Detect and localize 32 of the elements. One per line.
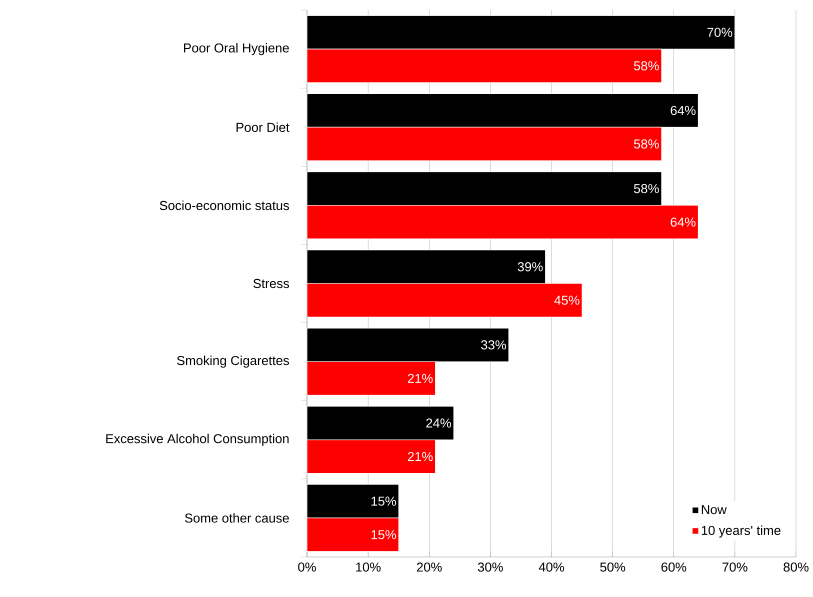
data-label: 15% <box>372 496 396 506</box>
y-tick-label: Stress <box>253 278 290 288</box>
data-label: 58% <box>634 184 659 194</box>
data-label: 58% <box>634 139 659 149</box>
x-tick-label: 40% <box>538 562 564 572</box>
data-label: 64% <box>670 218 696 227</box>
x-tick-label: 50% <box>600 562 626 572</box>
legend-label: 10 years' time <box>702 526 780 538</box>
y-tick-label: Smoking Cigarettes <box>177 356 289 368</box>
x-tick-label: 0% <box>298 562 316 572</box>
x-tick-label: 10% <box>356 562 381 572</box>
x-tick-label: 60% <box>661 562 686 572</box>
data-label: 39% <box>518 262 543 272</box>
y-tick-label: Poor Oral Hygiene <box>184 43 289 56</box>
data-label: 58% <box>634 61 659 70</box>
x-tick-label: 30% <box>478 562 503 572</box>
data-label: 64% <box>670 106 696 116</box>
y-tick-label: Excessive Alcohol Consumption <box>106 434 289 446</box>
data-label: 21% <box>408 452 433 462</box>
data-label: 21% <box>408 374 433 383</box>
y-tick-label: Socio-economic status <box>160 200 289 210</box>
data-label: 33% <box>481 340 506 350</box>
x-tick-label: 80% <box>784 562 809 572</box>
data-label: 24% <box>426 418 452 428</box>
y-tick-label: Poor Diet <box>236 122 290 132</box>
data-label: 15% <box>372 530 396 540</box>
y-tick-label: Some other cause <box>184 513 289 523</box>
data-label: 45% <box>554 296 580 305</box>
x-tick-label: 20% <box>416 562 442 572</box>
legend-label: Now <box>702 505 727 514</box>
data-label: 70% <box>707 28 732 37</box>
x-tick-label: 70% <box>722 562 748 572</box>
